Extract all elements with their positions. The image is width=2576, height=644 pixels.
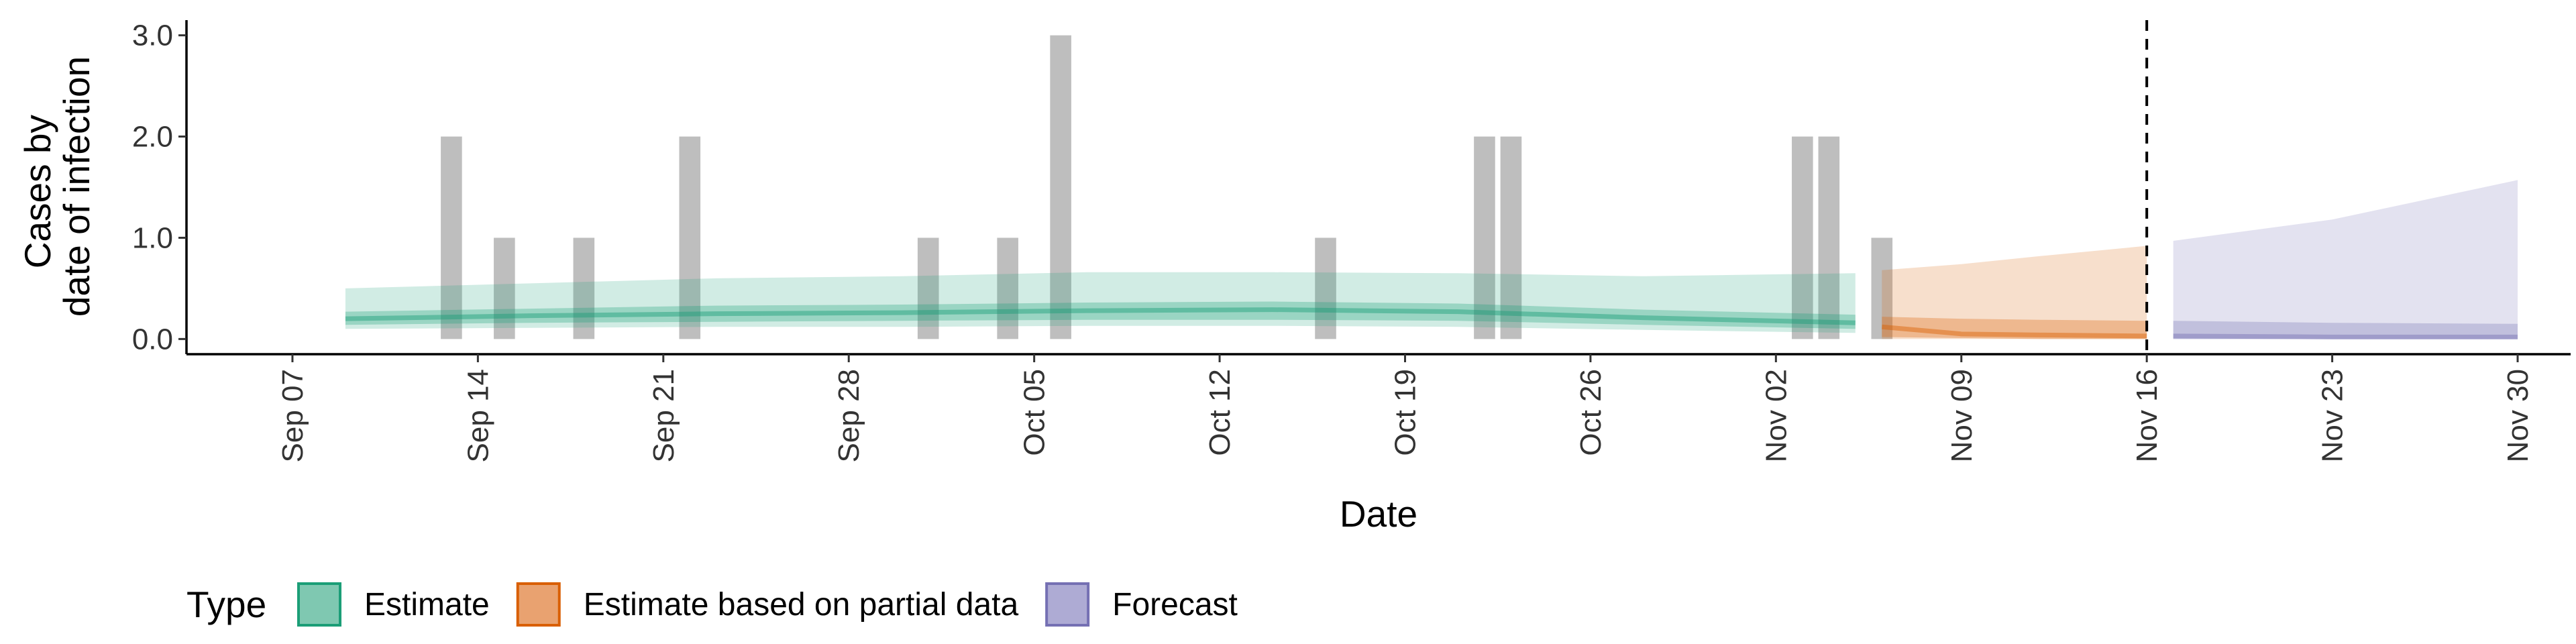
legend-swatch <box>1045 582 1090 627</box>
x-tick-label: Sep 28 <box>833 369 865 462</box>
legend-label: Estimate based on partial data <box>584 587 1019 623</box>
median-line <box>2173 333 2518 339</box>
legend: Type Estimate Estimate based on partial d… <box>186 582 1238 627</box>
outer-band <box>2173 180 2518 339</box>
y-axis-title-line-2: date of infection <box>56 56 97 317</box>
legend-label: Forecast <box>1112 587 1238 623</box>
ribbons <box>345 180 2518 339</box>
inner-band <box>345 301 1856 329</box>
case-bar <box>494 237 515 339</box>
legend-label: Estimate <box>364 587 490 623</box>
x-tick-label: Sep 07 <box>276 369 309 462</box>
case-bar <box>1792 136 1813 339</box>
x-axis-ticks: Sep 07 Sep 14 Sep 21 Sep 28 Oct 05 Oct 12 Oct … <box>276 354 2534 462</box>
case-bar <box>1050 35 1071 339</box>
x-tick-label: Sep 21 <box>647 369 680 462</box>
x-axis-title: Date <box>1340 493 1417 535</box>
case-bar <box>573 237 595 339</box>
outer-band <box>1882 246 2147 339</box>
x-tick-label: Oct 05 <box>1018 369 1051 456</box>
y-tick-label: 3.0 <box>132 19 173 52</box>
y-tick-label: 2.0 <box>132 121 173 154</box>
case-bar <box>997 237 1018 339</box>
x-tick-label: Nov 02 <box>1760 369 1792 462</box>
case-bar <box>1500 136 1522 339</box>
case-bar <box>679 136 701 339</box>
y-axis-title-line-1: Cases by <box>17 115 58 269</box>
outer-band <box>345 272 1856 333</box>
x-tick-label: Oct 12 <box>1203 369 1236 456</box>
case-bar <box>917 237 939 339</box>
median-line <box>1881 324 2147 339</box>
x-tick-label: Sep 14 <box>462 369 494 462</box>
legend-swatch <box>516 582 561 627</box>
x-tick-label: Oct 26 <box>1574 369 1607 456</box>
legend-title: Type <box>186 584 266 625</box>
x-tick-label: Oct 19 <box>1389 369 1421 456</box>
reported-cases-bars <box>441 35 1893 339</box>
case-bar <box>1818 136 1840 339</box>
y-tick-label: 1.0 <box>132 221 173 254</box>
case-bar <box>1315 237 1336 339</box>
case-bar <box>1474 136 1495 339</box>
x-tick-label: Nov 16 <box>2131 369 2163 462</box>
legend-swatch <box>297 582 341 627</box>
y-tick-label: 0.0 <box>132 323 173 356</box>
x-tick-label: Nov 30 <box>2502 369 2534 462</box>
case-bar <box>441 136 462 339</box>
inner-band <box>1882 317 2147 339</box>
inner-band <box>2173 321 2518 339</box>
x-tick-label: Nov 09 <box>1945 369 1978 462</box>
y-axis-title: Cases by date of infection <box>17 56 97 317</box>
case-bar <box>1871 237 1893 339</box>
y-axis-ticks: 0.0 1.0 2.0 3.0 <box>132 19 186 356</box>
median-line <box>345 307 1856 325</box>
x-tick-label: Nov 23 <box>2316 369 2349 462</box>
